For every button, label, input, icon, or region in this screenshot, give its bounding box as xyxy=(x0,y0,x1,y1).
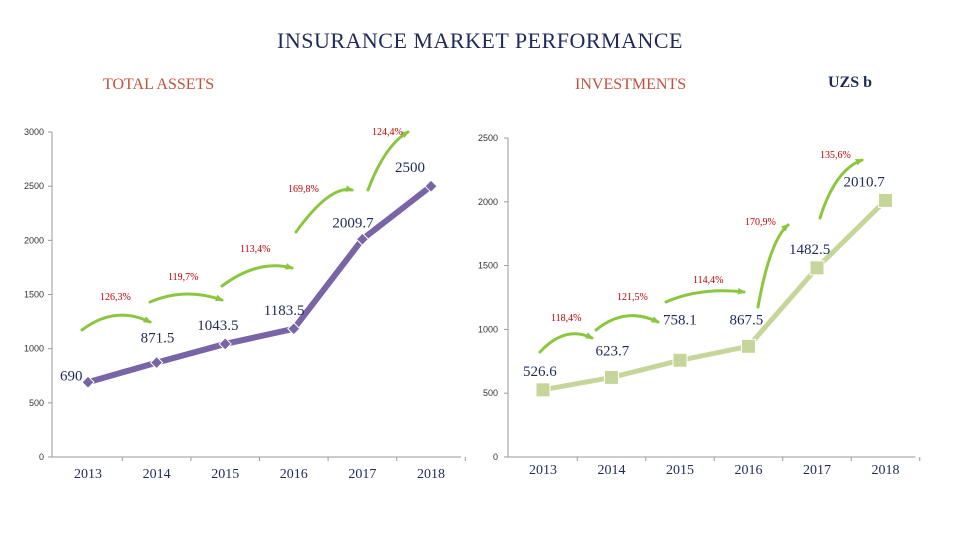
investments-growth-arrow xyxy=(756,223,790,309)
investments-value-label: 758.1 xyxy=(663,312,697,328)
investments-growth-label: 118,4% xyxy=(551,313,581,324)
investments-point xyxy=(878,192,893,208)
assets-y-tick-label: 2500 xyxy=(24,181,44,191)
assets-value-label: 2009.7 xyxy=(332,215,374,231)
assets-point xyxy=(218,337,232,351)
investments-value-label: 2010.7 xyxy=(844,174,886,190)
assets-chart-title: TOTAL ASSETS xyxy=(103,76,215,93)
investments-growth-label: 135,6% xyxy=(820,150,851,161)
assets-growth-label: 113,4% xyxy=(240,244,270,255)
investments-y-tick-label: 500 xyxy=(483,388,498,398)
assets-x-tick-label: 2017 xyxy=(348,467,376,482)
investments-y-tick-label: 0 xyxy=(493,452,498,462)
assets-y-tick-label: 1500 xyxy=(24,290,44,300)
investments-value-label: 867.5 xyxy=(730,312,764,328)
assets-x-tick-label: 2014 xyxy=(143,467,171,482)
investments-growth-arrow xyxy=(664,289,746,304)
assets-series-line xyxy=(87,183,433,386)
assets-point xyxy=(287,322,301,336)
assets-point xyxy=(81,375,95,389)
assets-growth-label: 169,8% xyxy=(288,184,319,195)
assets-point xyxy=(149,355,164,370)
units-label: UZS b xyxy=(828,74,873,91)
investments-x-tick-label: 2015 xyxy=(666,463,694,478)
investments-growth-arrow xyxy=(538,332,594,354)
assets-chart: 0 500 1000 1500 2000 2500 3000 2013 2014 2015 2016… xyxy=(24,127,466,482)
assets-growth-label: 119,7% xyxy=(168,272,198,283)
assets-value-label: 1043.5 xyxy=(197,318,238,334)
assets-growth-arrowhead xyxy=(345,185,354,192)
investments-point xyxy=(741,338,756,354)
investments-chart-title: INVESTMENTS xyxy=(575,76,687,93)
assets-growth-arrow xyxy=(148,292,224,304)
investments-growth-label: 121,5% xyxy=(617,292,648,303)
assets-value-label: 2500 xyxy=(395,160,425,176)
assets-point xyxy=(424,179,438,193)
assets-growth-label: 124,4% xyxy=(372,127,403,138)
investments-value-label: 1482.5 xyxy=(789,242,830,258)
investments-value-label: 526.6 xyxy=(523,364,557,380)
assets-growth-arrowhead xyxy=(401,131,410,138)
investments-x-tick-label: 2016 xyxy=(735,463,763,478)
investments-x-tick-label: 2013 xyxy=(529,463,557,478)
investments-x-tick-label: 2014 xyxy=(598,463,626,478)
investments-point xyxy=(809,260,825,276)
investments-growth-arrowhead xyxy=(781,223,790,232)
investments-value-label: 623.7 xyxy=(596,343,630,359)
assets-growth-arrowhead xyxy=(143,316,152,323)
investments-growth-arrow xyxy=(594,314,660,332)
investments-growth-arrowhead xyxy=(855,158,864,166)
assets-y-tick-label: 0 xyxy=(39,452,44,462)
assets-x-tick-label: 2016 xyxy=(280,467,308,482)
assets-value-label: 690 xyxy=(60,368,83,384)
investments-y-tick-label: 2000 xyxy=(478,197,498,207)
investments-y-tick-label: 1500 xyxy=(478,261,498,271)
assets-growth-arrowhead xyxy=(285,263,294,270)
assets-y-tick-label: 3000 xyxy=(24,127,44,137)
assets-growth-arrow xyxy=(80,313,152,332)
assets-y-tick-label: 2000 xyxy=(24,235,44,245)
assets-value-label: 871.5 xyxy=(141,331,175,347)
investments-point xyxy=(672,352,688,368)
investments-growth-arrowhead xyxy=(651,316,660,323)
assets-growth-arrowhead xyxy=(215,294,224,302)
assets-point xyxy=(355,232,370,246)
assets-x-tick-label: 2015 xyxy=(211,467,239,482)
assets-value-label: 1183.5 xyxy=(264,303,305,319)
assets-growth-label: 126,3% xyxy=(100,292,131,303)
investments-chart: 0 500 1000 1500 2000 2500 2013 2014 2015 2016 2017… xyxy=(478,133,921,478)
investments-growth-arrowhead xyxy=(737,287,746,295)
page-title: INSURANCE MARKET PERFORMANCE xyxy=(277,28,683,53)
investments-point xyxy=(535,382,551,398)
investments-x-tick-label: 2017 xyxy=(803,463,831,478)
assets-x-tick-label: 2018 xyxy=(417,467,445,482)
investments-y-tick-label: 1000 xyxy=(478,324,498,334)
investments-series-line xyxy=(542,198,888,393)
investments-growth-label: 114,4% xyxy=(693,275,723,286)
investments-point xyxy=(604,369,619,385)
assets-y-tick-label: 1000 xyxy=(24,344,44,354)
assets-y-tick-label: 500 xyxy=(29,398,44,408)
investments-x-tick-label: 2018 xyxy=(872,463,900,478)
assets-growth-arrow xyxy=(220,264,294,288)
investments-growth-label: 170,9% xyxy=(745,217,776,228)
assets-x-tick-label: 2013 xyxy=(74,467,102,482)
investments-growth-arrowhead xyxy=(585,332,594,339)
investments-y-tick-label: 2500 xyxy=(478,133,498,143)
